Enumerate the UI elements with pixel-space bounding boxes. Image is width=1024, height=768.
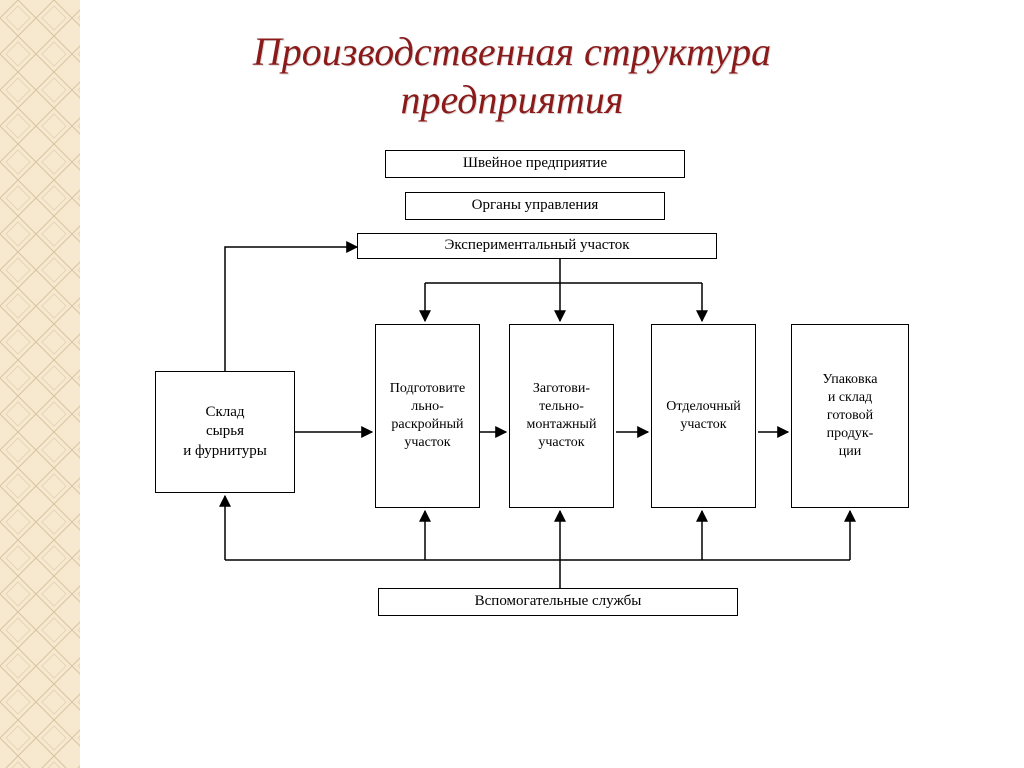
node-zagot: Заготови-тельно-монтажныйучасток <box>509 324 614 508</box>
slide-title: Производственная структурапредприятия <box>0 28 1024 124</box>
node-warehouse: Складсырьяи фурнитуры <box>155 371 295 493</box>
node-management: Органы управления <box>405 192 665 220</box>
node-otdel: Отделочныйучасток <box>651 324 756 508</box>
slide: Производственная структурапредприятия <box>0 0 1024 768</box>
node-prep: Подготовительно-раскройныйучасток <box>375 324 480 508</box>
node-enterprise: Швейное предприятие <box>385 150 685 178</box>
node-experimental: Экспериментальный участок <box>357 233 717 259</box>
node-pack: Упаковкаи складготовойпродук-ции <box>791 324 909 508</box>
node-aux: Вспомогательные службы <box>378 588 738 616</box>
